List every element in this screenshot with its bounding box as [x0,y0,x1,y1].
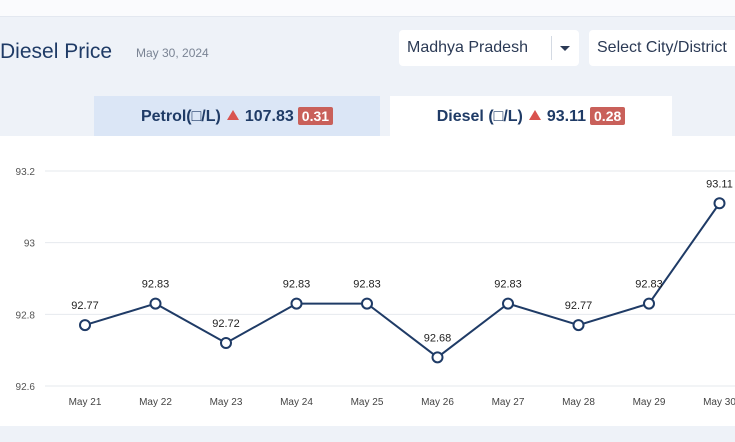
chart-area: 92.6 92.8 93 93.2 May 21 May 22 May 23 May 24 Ma… [0,136,735,426]
chevron-down-icon[interactable] [560,46,570,51]
x-tick-label: May 30 [703,397,735,408]
data-label: 93.11 [706,178,733,190]
data-label: 92.83 [142,279,170,291]
state-select[interactable]: Madhya Pradesh [399,30,579,66]
diesel-price-chart: 92.6 92.8 93 93.2 May 21 May 22 May 23 May 24 Ma… [16,167,735,408]
data-point [643,297,655,310]
y-tick-label: 92.6 [16,382,36,393]
x-tick-label: May 26 [421,397,454,408]
x-tick-label: May 28 [562,397,595,408]
tab-diesel-price: 93.11 [546,108,587,125]
data-label: 92.68 [424,332,452,344]
x-tick-label: May 23 [210,397,243,408]
data-label: 92.83 [283,279,311,291]
x-tick-label: May 29 [633,397,666,408]
x-tick-label: May 24 [280,397,313,408]
tab-diesel-change-badge: 0.28 [590,107,626,125]
y-tick-label: 93 [24,239,36,250]
tab-petrol-price: 107.83 [244,108,294,125]
page-title: Diesel Price [0,40,113,63]
x-tick-label: May 25 [351,397,384,408]
data-point [431,351,444,364]
data-label: 92.83 [635,279,663,291]
price-date: May 30, 2024 [136,46,209,60]
price-up-icon [226,110,239,120]
price-up-icon [528,110,541,120]
data-point [713,197,726,210]
data-point [149,297,162,310]
x-tick-label: May 22 [139,397,172,408]
city-select-placeholder: Select City/District [597,39,727,56]
data-label: 92.83 [353,279,381,291]
data-label: 92.77 [71,300,99,312]
bottom-strip [0,426,735,442]
state-select-value: Madhya Pradesh [407,39,528,56]
data-label: 92.83 [494,279,522,291]
data-point [79,319,91,332]
select-divider [551,36,552,60]
top-strip [0,0,735,17]
data-point [361,297,373,310]
y-tick-label: 93.2 [16,167,36,178]
data-point [572,319,585,332]
data-point [220,337,232,349]
city-select[interactable]: Select City/District [589,30,735,66]
x-tick-label: May 21 [69,397,102,408]
tab-petrol-label: Petrol(□/L) [140,108,221,125]
x-tick-label: May 27 [492,397,525,408]
data-point [502,297,514,310]
tab-petrol-change-badge: 0.31 [297,107,334,125]
data-label: 92.77 [565,300,593,312]
y-tick-label: 92.8 [16,310,36,321]
tab-diesel[interactable]: Diesel (□/L) 93.11 0.28 [390,96,672,136]
series-line [84,202,721,359]
tab-petrol[interactable]: Petrol(□/L) 107.83 0.31 [94,96,380,136]
data-point [290,297,303,310]
tab-diesel-label: Diesel (□/L) [436,108,523,125]
data-label: 92.72 [212,318,240,330]
